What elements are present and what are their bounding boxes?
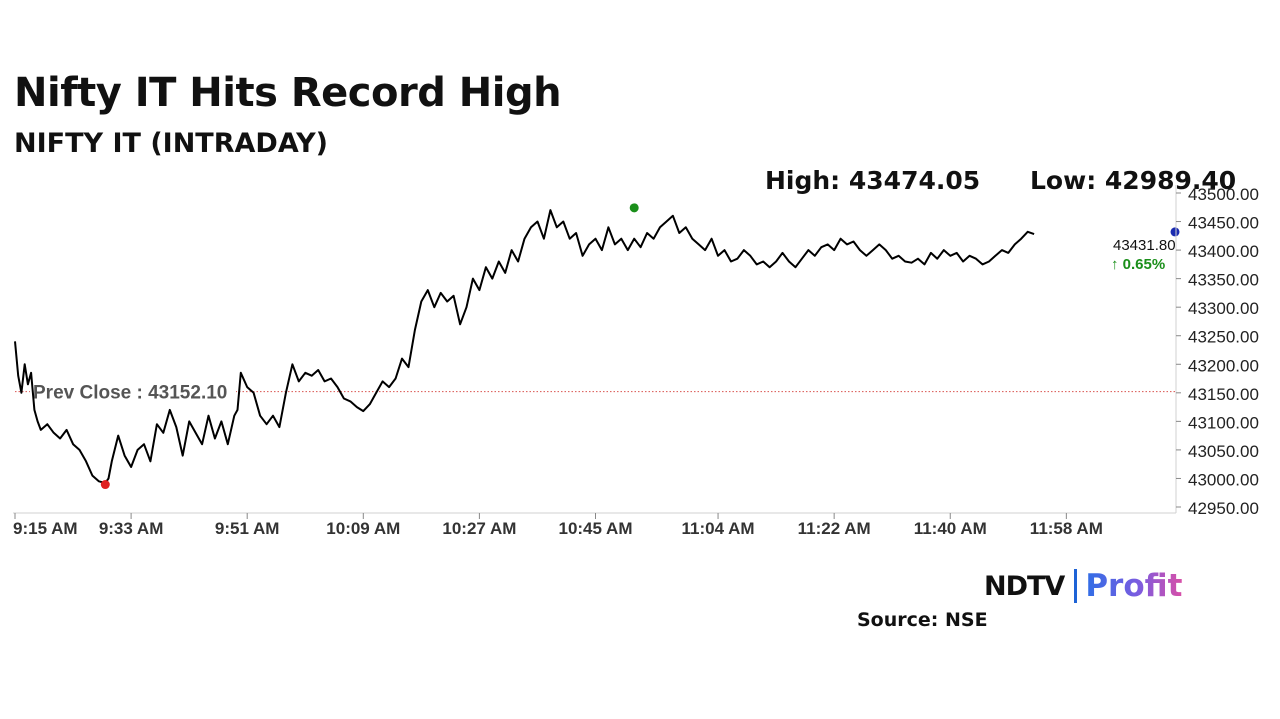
chart-title: Nifty IT Hits Record High (14, 70, 562, 116)
last-change-label: ↑ 0.65% (1111, 256, 1165, 273)
x-tick-label: 11:58 AM (1030, 519, 1103, 538)
y-tick-label: 43400.00 (1188, 242, 1259, 261)
logo-divider (1074, 569, 1078, 603)
x-tick-label: 11:04 AM (682, 519, 755, 538)
x-tick-label: 11:22 AM (798, 519, 871, 538)
high-label: High: 43474.05 (765, 166, 981, 195)
y-tick-label: 43300.00 (1188, 299, 1259, 318)
y-tick-label: 43500.00 (1188, 185, 1259, 204)
logo-profit-text: Profit (1085, 568, 1183, 604)
x-tick-label: 10:45 AM (558, 519, 632, 538)
y-tick-label: 43150.00 (1188, 385, 1259, 404)
prev-close-label-bg (30, 379, 236, 404)
y-tick-label: 43250.00 (1188, 328, 1259, 347)
x-tick-label: 10:09 AM (326, 519, 400, 538)
y-tick-label: 43100.00 (1188, 413, 1259, 432)
prev-close-label: Prev Close : 43152.10 (33, 383, 227, 404)
y-tick-label: 43050.00 (1188, 442, 1259, 461)
y-tick-label: 43000.00 (1188, 470, 1259, 489)
y-tick-label: 43450.00 (1188, 214, 1259, 233)
source-label: Source: NSE (857, 609, 988, 631)
last-price-marker (1170, 227, 1180, 237)
high-marker (629, 203, 639, 213)
x-tick-label: 9:15 AM (13, 519, 78, 538)
y-tick-label: 43200.00 (1188, 356, 1259, 375)
x-tick-label: 9:33 AM (99, 519, 164, 538)
x-tick-label: 10:27 AM (442, 519, 516, 538)
logo-ndtv-text: NDTV (984, 570, 1065, 602)
y-tick-label: 43350.00 (1188, 271, 1259, 290)
chart-subtitle: NIFTY IT (INTRADAY) (14, 128, 329, 159)
x-tick-label: 9:51 AM (215, 519, 280, 538)
low-label: Low: 42989.40 (1030, 166, 1237, 195)
low-marker (100, 480, 110, 490)
x-tick-label: 11:40 AM (914, 519, 987, 538)
ndtv-profit-logo: NDTV Profit (984, 566, 1182, 606)
y-tick-label: 42950.00 (1188, 499, 1259, 518)
last-price-label: 43431.80 (1113, 237, 1176, 254)
price-line (14, 209, 1035, 484)
